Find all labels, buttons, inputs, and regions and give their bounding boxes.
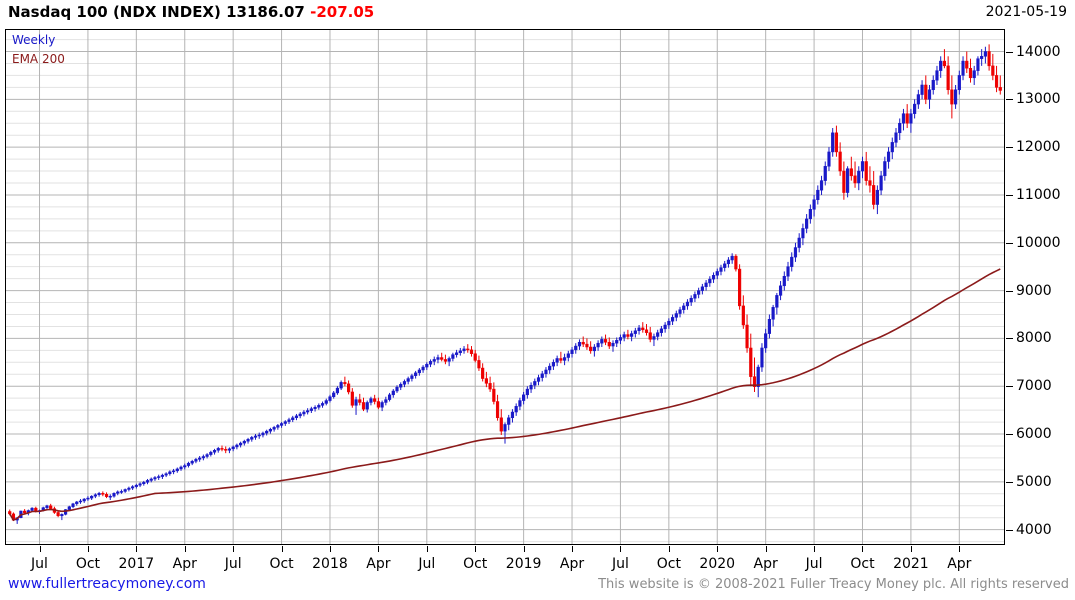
y-tick-label: 6000 [1016,426,1052,443]
y-tick-label: 5000 [1016,473,1052,490]
x-tick-mark [426,546,428,552]
y-tick-label: 7000 [1016,378,1052,395]
y-tick-mark [1006,147,1013,149]
y-tick-mark [1006,481,1013,483]
y-tick-label: 11000 [1016,186,1061,203]
x-tick-mark [184,546,186,552]
quote-date: 2021-05-19 [985,4,1067,20]
x-tick-label: Oct [269,556,294,572]
x-tick-label: 2018 [312,556,348,572]
x-tick-label: 2021 [893,556,929,572]
x-tick-label: 2017 [118,556,155,572]
x-tick-mark [765,546,767,552]
x-tick-mark [523,546,525,552]
x-tick-mark [668,546,670,552]
x-tick-label: Apr [366,556,391,572]
x-tick-mark [136,546,138,552]
x-tick-mark [475,546,477,552]
x-tick-mark [378,546,380,552]
instrument-name: Nasdaq 100 (NDX INDEX) [8,3,221,21]
y-axis: 4000 5000 6000 7000 8000 9000 10000 11000 12000 1… [1006,29,1075,545]
copyright-notice: This website is © 2008-2021 Fuller Treac… [598,577,1069,592]
y-tick-label: 13000 [1016,91,1061,108]
y-tick-label: 12000 [1016,139,1061,156]
x-tick-mark [572,546,574,552]
legend-interval: Weekly [12,33,56,47]
x-tick-label: Oct [463,556,488,572]
x-tick-label: Apr [559,556,585,572]
y-tick-mark [1006,338,1013,340]
y-tick-label: 14000 [1016,43,1061,60]
y-tick-mark [1006,51,1013,53]
y-tick-label: 10000 [1016,234,1061,251]
y-tick-label: 8000 [1016,330,1052,347]
candlestick-series [8,44,1002,524]
x-tick-mark [814,546,816,552]
x-tick-mark [862,546,864,552]
x-tick-label: 2020 [699,556,736,572]
price-change: -207.05 [310,3,375,21]
chart-gridlines [6,30,1004,544]
price-chart-plot-area[interactable]: Weekly EMA 200 [5,29,1005,545]
site-url: www.fullertreacymoney.com [8,576,206,592]
x-tick-label: Oct [850,556,875,572]
y-tick-mark [1006,386,1013,388]
x-tick-label: Apr [947,556,972,572]
x-tick-label: Jul [805,556,823,572]
x-tick-label: Jul [31,556,48,572]
y-tick-mark [1006,290,1013,292]
y-tick-mark [1006,242,1013,244]
x-tick-mark [281,546,283,552]
x-tick-label: Oct [75,556,101,572]
y-tick-mark [1006,99,1013,101]
legend-ema-200: EMA 200 [12,52,65,66]
y-tick-mark [1006,434,1013,436]
y-tick-mark [1006,529,1013,531]
x-tick-mark [717,546,719,552]
x-tick-label: Jul [611,556,629,572]
chart-header: Nasdaq 100 (NDX INDEX) 13186.07 -207.05 … [0,0,1075,28]
x-tick-mark [39,546,41,552]
y-tick-label: 4000 [1016,521,1052,538]
x-tick-label: Apr [753,556,778,572]
x-tick-label: Jul [224,556,242,572]
instrument-title: Nasdaq 100 (NDX INDEX) 13186.07 -207.05 [8,3,374,21]
y-tick-mark [1006,194,1013,196]
x-tick-mark [620,546,622,552]
x-tick-mark [87,546,89,552]
chart-footer: www.fullertreacymoney.com This website i… [0,574,1075,600]
y-tick-label: 9000 [1016,282,1052,299]
x-tick-mark [329,546,331,552]
x-tick-mark [959,546,961,552]
x-axis: Jul Oct 2017 Apr Jul Oct 2018 Apr Jul Oct 2019 Apr J… [0,546,1075,572]
last-price: 13186.07 [226,3,305,21]
x-tick-label: Apr [172,556,197,572]
x-tick-label: Jul [418,556,436,572]
x-tick-mark [233,546,235,552]
x-tick-label: 2019 [505,556,542,572]
x-tick-label: Oct [656,556,681,572]
x-tick-mark [910,546,912,552]
